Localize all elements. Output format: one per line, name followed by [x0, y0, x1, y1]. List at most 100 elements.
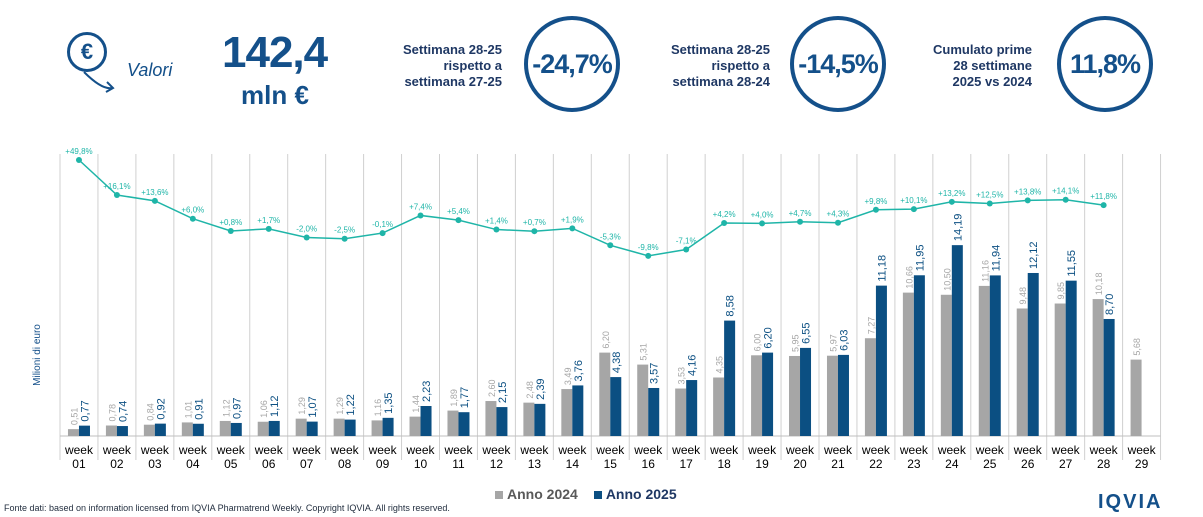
growth-point [797, 218, 804, 225]
bar-2024 [333, 418, 345, 436]
x-tick-label: week [823, 443, 853, 457]
x-tick-label: week [64, 443, 94, 457]
bar-2025 [344, 419, 356, 436]
data-label-2024: 10,66 [904, 266, 914, 289]
source-note: Fonte dati: based on information license… [4, 503, 450, 513]
data-label-2024: 0,78 [107, 404, 117, 422]
data-label-2024: 10,50 [942, 268, 952, 291]
growth-point [151, 197, 158, 204]
growth-label: +4,3% [827, 210, 850, 219]
bar-2024 [864, 338, 876, 436]
growth-point [531, 228, 538, 235]
growth-point [189, 215, 196, 222]
bar-2024 [940, 294, 952, 436]
euro-icon: € [67, 32, 107, 72]
x-tick-label: week [671, 443, 701, 457]
data-label-2025: 11,55 [1066, 250, 1078, 277]
kpi-label-line: Cumulato prime [933, 42, 1032, 57]
legend-item-2025: Anno 2025 [593, 486, 677, 502]
growth-point [455, 217, 462, 224]
x-tick-label: 03 [148, 457, 162, 471]
data-label-2025: 14,19 [952, 214, 964, 242]
bar-2024 [637, 364, 649, 436]
x-tick-label: week [254, 443, 284, 457]
growth-point [759, 220, 766, 227]
growth-label: +49,8% [65, 147, 92, 156]
growth-label: +6,0% [181, 206, 204, 215]
bar-2025 [686, 380, 698, 436]
x-tick-label: 02 [110, 457, 124, 471]
data-label-2024: 3,49 [563, 368, 573, 386]
bar-2024 [1092, 299, 1104, 436]
bar-2024 [371, 420, 383, 436]
bar-2025 [154, 423, 166, 436]
bar-2024 [143, 424, 155, 436]
x-tick-label: week [406, 443, 436, 457]
x-tick-label: week [443, 443, 473, 457]
kpi-yoy-label: Settimana 28-25 rispetto a settimana 28-… [618, 42, 770, 90]
bar-2025 [837, 354, 849, 436]
data-label-2024: 5,68 [1132, 338, 1142, 356]
data-label-2024: 4,35 [715, 356, 725, 374]
x-tick-label: week [1127, 443, 1157, 457]
legend-item-2024: Anno 2024 [495, 486, 578, 502]
growth-point [379, 230, 386, 237]
data-label-2024: 1,29 [297, 397, 307, 415]
x-tick-label: 26 [1021, 457, 1035, 471]
growth-point [1100, 202, 1107, 209]
growth-label: +14,1% [1052, 187, 1079, 196]
growth-point [721, 219, 728, 226]
chart-legend: Anno 2024 Anno 2025 [495, 486, 677, 502]
x-tick-label: 05 [224, 457, 238, 471]
bar-2024 [713, 377, 725, 436]
kpi-label-line: Settimana 28-25 [403, 42, 502, 57]
bar-2024 [67, 429, 79, 436]
data-label-2024: 1,44 [411, 395, 421, 413]
kpi-label-line: Settimana 28-25 [671, 42, 770, 57]
x-tick-label: week [1089, 443, 1119, 457]
bar-2025 [875, 285, 887, 436]
growth-label: +1,4% [485, 217, 508, 226]
data-label-2024: 1,06 [259, 400, 269, 418]
x-tick-label: week [519, 443, 549, 457]
growth-label: +12,5% [976, 190, 1003, 199]
y-axis-label: Milioni di euro [32, 324, 43, 386]
growth-label: +0,8% [219, 218, 242, 227]
total-unit: mln € [241, 80, 309, 110]
bar-2025 [116, 426, 128, 436]
data-label-2024: 0,51 [69, 408, 79, 426]
bar-2024 [978, 285, 990, 436]
data-label-2024: 0,84 [145, 403, 155, 421]
bar-2025 [1065, 280, 1077, 436]
bar-2024 [902, 292, 914, 436]
x-tick-label: week [899, 443, 929, 457]
data-label-2024: 1,12 [221, 399, 231, 417]
x-tick-label: 25 [983, 457, 997, 471]
data-label-2024: 5,95 [791, 334, 801, 352]
bar-2025 [1103, 318, 1115, 436]
x-tick-label: 29 [1135, 457, 1149, 471]
bar-2025 [78, 425, 90, 436]
kpi-yoy-value: -14,5% [798, 48, 879, 79]
kpi-label-line: rispetto a [443, 58, 502, 73]
data-label-2024: 1,01 [183, 401, 193, 419]
growth-label: +11,8% [1090, 192, 1117, 201]
data-label-2025: 0,92 [155, 398, 167, 419]
bar-2025 [268, 420, 280, 436]
x-tick-label: 27 [1059, 457, 1073, 471]
data-label-2025: 0,97 [231, 398, 243, 419]
growth-point [1062, 196, 1069, 203]
bar-2025 [458, 412, 470, 436]
kpi-cumulative-label: Cumulato prime 28 settimane 2025 vs 2024 [880, 42, 1032, 90]
growth-label: +4,0% [751, 210, 774, 219]
bar-2024 [523, 402, 535, 436]
x-tick-label: week [102, 443, 132, 457]
data-label-2025: 3,57 [649, 363, 661, 384]
data-label-2024: 9,85 [1056, 282, 1066, 300]
data-label-2025: 0,74 [117, 401, 129, 422]
x-tick-label: 20 [793, 457, 807, 471]
bar-2025 [230, 422, 242, 436]
bar-2025 [192, 423, 204, 436]
bar-2024 [789, 355, 801, 436]
